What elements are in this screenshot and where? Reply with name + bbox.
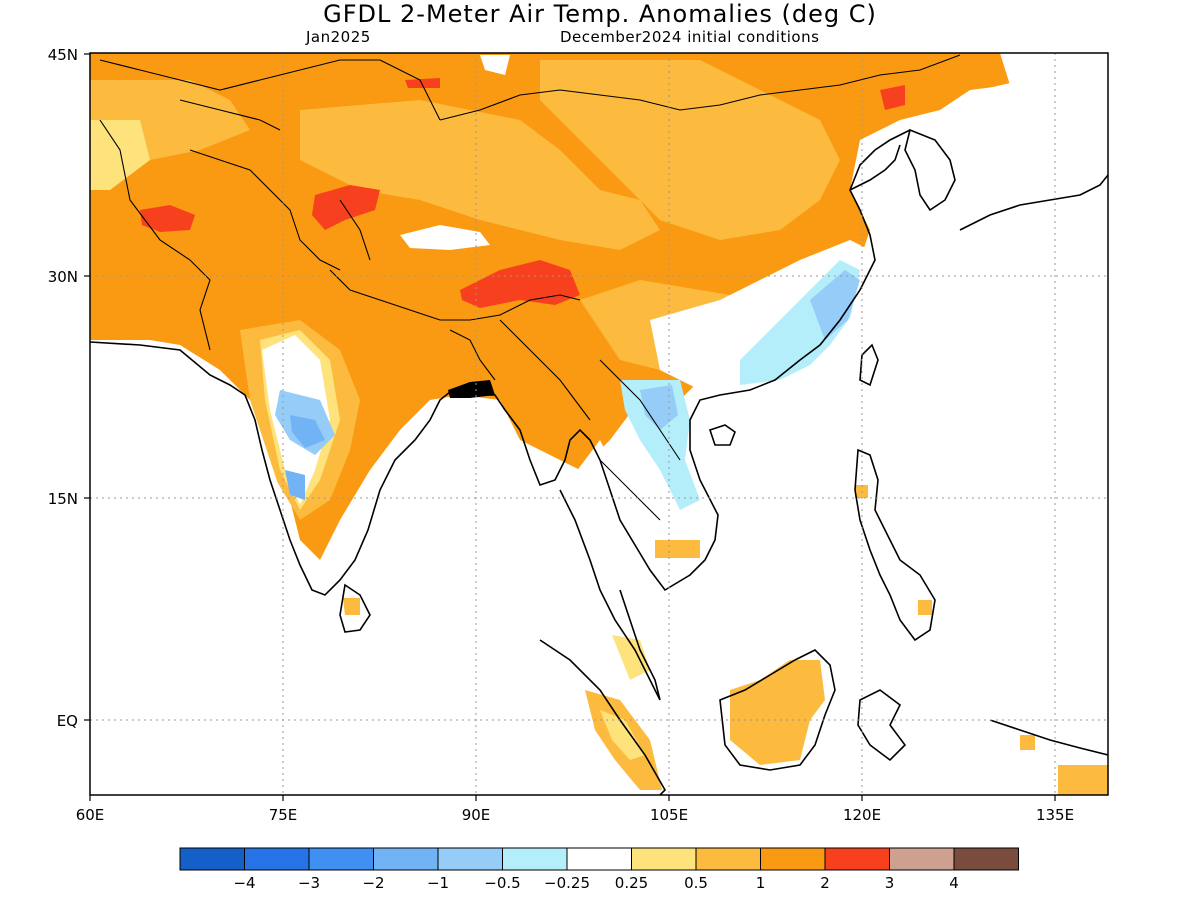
initial-conditions-label: December2024 initial conditions xyxy=(560,28,820,46)
colorbar-label: −1 xyxy=(427,874,449,892)
anomaly-field xyxy=(90,53,1108,795)
colorbar-label: 2 xyxy=(820,874,830,892)
hot-spot-north xyxy=(405,78,440,88)
coast-japan xyxy=(959,174,1108,231)
cold-indochina xyxy=(620,380,700,510)
colorbar-swatch xyxy=(631,847,697,871)
lon-label-120e: 120E xyxy=(843,806,881,824)
colorbar-swatch xyxy=(824,847,890,871)
colorbar-swatch xyxy=(566,847,632,871)
border-bangladesh xyxy=(449,329,496,381)
map-title: GFDL 2-Meter Air Temp. Anomalies (deg C) xyxy=(323,0,877,28)
coast-borneo xyxy=(719,649,836,771)
warm-field-0.5to1-tibet xyxy=(300,100,660,250)
warm-newguinea xyxy=(1058,765,1108,795)
warm-vietnam xyxy=(655,540,700,558)
colorbar: −4 −3 −2 −1 −0.5 −0.25 0.25 0.5 1 2 3 4 xyxy=(179,847,1019,892)
hot-spot-kashmir xyxy=(312,185,380,230)
colorbar-label: 4 xyxy=(949,874,959,892)
lat-label-45n: 45N xyxy=(48,46,78,64)
colorbar-swatch xyxy=(502,847,568,871)
colorbar-swatch xyxy=(760,847,826,871)
colorbar-label: −3 xyxy=(298,874,320,892)
neutral-north xyxy=(480,55,510,75)
colorbar-swatch xyxy=(953,847,1019,871)
ocean-cover xyxy=(90,60,1108,795)
colorbar-swatch xyxy=(308,847,374,871)
month-label: Jan2025 xyxy=(306,28,371,46)
border-afghan-pak xyxy=(189,149,341,271)
lat-label-eq: EQ xyxy=(57,712,78,730)
colorbar-label: −2 xyxy=(362,874,384,892)
colorbar-label: −0.25 xyxy=(544,874,590,892)
cold-se-china-2 xyxy=(810,270,860,340)
colorbar-label: 0.25 xyxy=(615,874,648,892)
lon-labels: 60E 75E 90E 105E 120E 135E xyxy=(76,806,1074,824)
coast-hainan xyxy=(708,424,736,446)
coast-arabia-india xyxy=(90,129,911,596)
hot-spot-afghan xyxy=(140,205,195,232)
border-china-mongolia xyxy=(439,54,961,121)
warm-mindanao xyxy=(918,600,932,615)
lat-labels: 45N 30N 15N EQ xyxy=(48,46,78,730)
coast-srilanka xyxy=(339,583,371,633)
colorbar-swatch xyxy=(437,847,503,871)
colorbar-label: −4 xyxy=(233,874,255,892)
hot-spot-tibet xyxy=(460,260,580,308)
warm-field-0.5to1-china xyxy=(540,60,840,240)
border-india-china xyxy=(339,199,371,261)
lon-label-90e: 90E xyxy=(462,806,491,824)
border-thai-cambodia xyxy=(599,459,661,521)
hot-spot-mongolia xyxy=(880,85,905,110)
coast-korea xyxy=(904,128,956,212)
neutral-se-china xyxy=(650,240,870,390)
colorbar-label: 3 xyxy=(885,874,895,892)
colorbar-label: −0.5 xyxy=(484,874,520,892)
border-iran-afghan xyxy=(99,119,211,351)
colorbar-swatch xyxy=(179,847,245,871)
lon-label-75e: 75E xyxy=(269,806,298,824)
coast-malaya xyxy=(559,489,661,701)
warm-malaya xyxy=(612,635,650,680)
borders xyxy=(99,54,961,521)
colorbar-label: 1 xyxy=(756,874,766,892)
border-kazakh xyxy=(99,59,441,121)
border-central-asia xyxy=(179,99,281,131)
lat-label-30n: 30N xyxy=(48,268,78,286)
map-frame xyxy=(89,52,1109,796)
axis-ticks xyxy=(84,53,1056,801)
gridlines xyxy=(90,53,1108,795)
neutral-tibet xyxy=(400,225,490,250)
warm-field-0.25to0.5-west xyxy=(90,120,150,190)
cold-india-2 xyxy=(290,415,325,448)
lon-label-60e: 60E xyxy=(76,806,105,824)
cold-india-3 xyxy=(285,470,305,500)
border-burma xyxy=(499,319,591,421)
colorbar-swatch xyxy=(244,847,310,871)
colorbar-swatch xyxy=(695,847,761,871)
border-laos xyxy=(599,359,681,461)
bangladesh-coast-shading xyxy=(448,380,495,398)
lat-label-15n: 15N xyxy=(48,490,78,508)
coast-bohai xyxy=(849,144,901,191)
warm-sumatra-light xyxy=(600,710,645,760)
coast-philippines xyxy=(854,448,936,642)
coast-taiwan xyxy=(859,343,879,387)
warm-sulawesi xyxy=(1020,735,1035,750)
warm-srilanka xyxy=(343,598,360,615)
colorbar-swatch xyxy=(373,847,439,871)
lon-label-105e: 105E xyxy=(650,806,688,824)
warm-borneo xyxy=(730,660,825,765)
coast-newguinea xyxy=(989,719,1108,756)
border-himalaya xyxy=(329,269,581,321)
lon-label-135e: 135E xyxy=(1036,806,1074,824)
colorbar-swatch xyxy=(889,847,955,871)
colorbar-label: 0.5 xyxy=(684,874,708,892)
coastlines xyxy=(90,128,1108,795)
